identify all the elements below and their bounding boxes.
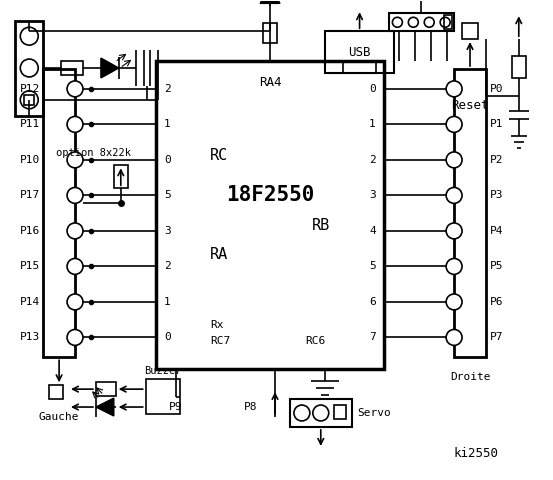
Text: P2: P2 xyxy=(490,155,503,165)
Text: P10: P10 xyxy=(20,155,40,165)
Circle shape xyxy=(440,17,450,27)
Bar xyxy=(389,13,454,31)
Text: P0: P0 xyxy=(490,84,503,94)
Bar xyxy=(454,69,486,357)
Text: P8: P8 xyxy=(243,402,257,412)
Text: 3: 3 xyxy=(369,191,376,201)
Polygon shape xyxy=(101,58,119,78)
Circle shape xyxy=(67,152,83,168)
Text: 18F2550: 18F2550 xyxy=(226,185,314,205)
Circle shape xyxy=(446,81,462,97)
Circle shape xyxy=(424,17,434,27)
Text: 6: 6 xyxy=(369,297,376,307)
Text: RC6: RC6 xyxy=(305,336,325,347)
Text: 5: 5 xyxy=(164,191,171,201)
Circle shape xyxy=(446,223,462,239)
Text: 5: 5 xyxy=(369,262,376,271)
Circle shape xyxy=(67,188,83,204)
Bar xyxy=(145,379,180,414)
Text: 0: 0 xyxy=(164,333,171,342)
Text: Gauche: Gauche xyxy=(39,412,79,422)
Text: Droite: Droite xyxy=(450,372,491,382)
Circle shape xyxy=(446,258,462,275)
Text: P7: P7 xyxy=(490,333,503,342)
Bar xyxy=(43,69,75,357)
Text: RA: RA xyxy=(210,247,228,263)
Text: Servo: Servo xyxy=(358,408,392,418)
Text: Buzzer: Buzzer xyxy=(144,366,181,376)
Text: 2: 2 xyxy=(369,155,376,165)
Circle shape xyxy=(446,152,462,168)
Circle shape xyxy=(393,17,403,27)
Circle shape xyxy=(67,294,83,310)
Text: RC: RC xyxy=(210,148,228,163)
Text: P5: P5 xyxy=(490,262,503,271)
Bar xyxy=(61,61,83,75)
Text: 3: 3 xyxy=(164,226,171,236)
Text: P1: P1 xyxy=(490,120,503,130)
Circle shape xyxy=(446,329,462,346)
Text: 0: 0 xyxy=(369,84,376,94)
Text: P12: P12 xyxy=(20,84,40,94)
Bar xyxy=(15,21,43,116)
Polygon shape xyxy=(260,0,280,3)
Text: 1: 1 xyxy=(369,120,376,130)
Text: 0: 0 xyxy=(164,155,171,165)
Text: P6: P6 xyxy=(490,297,503,307)
Text: 2: 2 xyxy=(164,84,171,94)
Text: USB: USB xyxy=(348,46,371,59)
Circle shape xyxy=(408,17,418,27)
Bar xyxy=(512,56,526,78)
Circle shape xyxy=(67,117,83,132)
Bar xyxy=(96,382,116,396)
Circle shape xyxy=(446,294,462,310)
Circle shape xyxy=(20,27,38,45)
Text: 4: 4 xyxy=(369,226,376,236)
Text: RA4: RA4 xyxy=(259,76,281,89)
Text: 2: 2 xyxy=(164,262,171,271)
Text: RB: RB xyxy=(311,217,330,233)
Bar xyxy=(462,23,478,39)
Text: P11: P11 xyxy=(20,120,40,130)
Text: option 8x22k: option 8x22k xyxy=(56,147,132,157)
Text: Rx: Rx xyxy=(210,320,224,329)
Bar xyxy=(333,405,346,419)
Polygon shape xyxy=(96,398,114,416)
Text: P4: P4 xyxy=(490,226,503,236)
Text: Reset: Reset xyxy=(451,99,489,112)
Text: ki2550: ki2550 xyxy=(454,447,499,460)
Circle shape xyxy=(20,59,38,77)
Circle shape xyxy=(294,405,310,421)
Bar xyxy=(49,385,63,399)
Circle shape xyxy=(67,329,83,346)
Text: P9: P9 xyxy=(169,402,182,412)
Circle shape xyxy=(313,405,328,421)
Bar xyxy=(290,399,352,427)
Text: P3: P3 xyxy=(490,191,503,201)
Bar xyxy=(325,31,394,73)
Text: P16: P16 xyxy=(20,226,40,236)
Text: P15: P15 xyxy=(20,262,40,271)
Bar xyxy=(263,23,277,43)
Text: P13: P13 xyxy=(20,333,40,342)
Bar xyxy=(24,95,34,105)
Circle shape xyxy=(20,91,38,109)
Circle shape xyxy=(446,188,462,204)
Text: 7: 7 xyxy=(369,333,376,342)
Bar xyxy=(155,61,384,369)
Circle shape xyxy=(67,258,83,275)
Text: P17: P17 xyxy=(20,191,40,201)
Bar xyxy=(114,166,128,188)
Circle shape xyxy=(67,81,83,97)
Bar xyxy=(444,15,452,29)
Circle shape xyxy=(67,223,83,239)
Circle shape xyxy=(446,117,462,132)
Text: 1: 1 xyxy=(164,297,171,307)
Text: 1: 1 xyxy=(164,120,171,130)
Text: P14: P14 xyxy=(20,297,40,307)
Text: RC7: RC7 xyxy=(210,336,231,347)
